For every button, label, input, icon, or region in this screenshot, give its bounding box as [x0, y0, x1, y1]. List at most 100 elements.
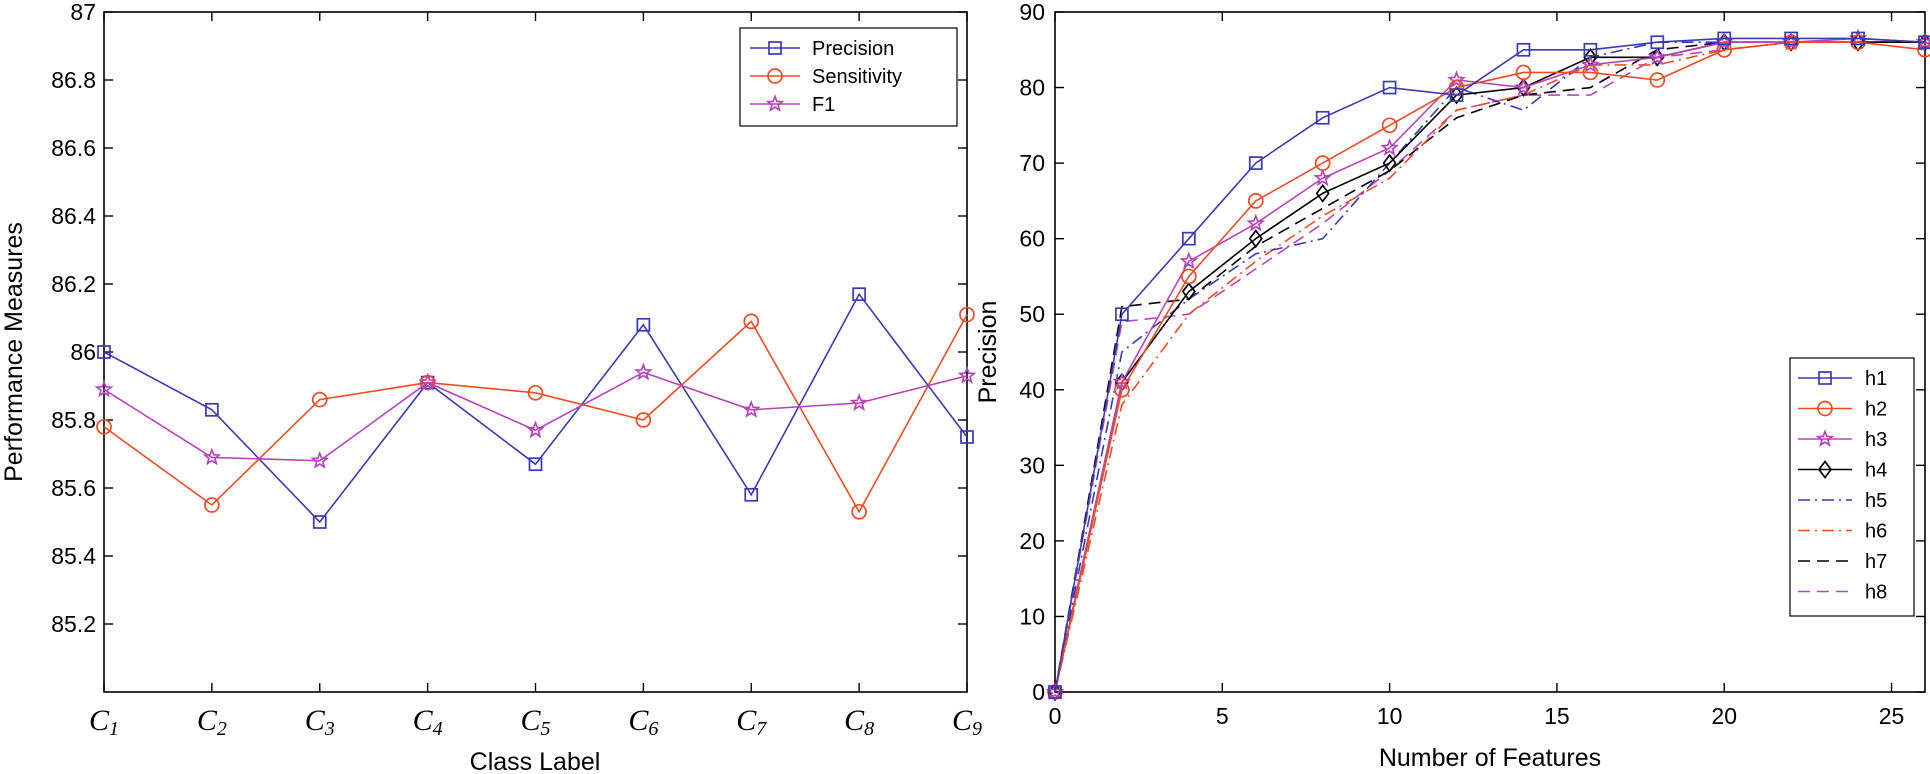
data-point — [1515, 64, 1532, 81]
legend-marker — [768, 41, 782, 55]
x-tick-label: 10 — [1377, 703, 1403, 729]
data-point — [1315, 110, 1330, 125]
data-point — [1449, 88, 1464, 102]
data-point — [1382, 80, 1397, 95]
x-tick-label: 25 — [1879, 703, 1905, 729]
legend-label: h7 — [1865, 551, 1887, 573]
data-point — [1313, 168, 1333, 187]
data-point — [1381, 117, 1398, 134]
legend: h1 h2 h3 h4 h5 h6 h7 h8 — [1789, 357, 1915, 617]
x-tick-label: C8 — [844, 704, 874, 740]
x-tick-label: 20 — [1711, 703, 1737, 729]
data-point — [741, 399, 761, 418]
data-point — [1918, 35, 1930, 50]
legend-label: h2 — [1865, 399, 1887, 421]
x-tick-label: C9 — [952, 704, 982, 740]
data-point — [1447, 70, 1466, 88]
data-point — [1180, 268, 1197, 285]
series-h7 — [1054, 41, 1925, 693]
series-line — [1054, 37, 1926, 693]
legend-marker — [767, 68, 783, 84]
legend-label: h5 — [1865, 490, 1887, 512]
data-point — [1181, 231, 1196, 246]
data-point — [1514, 77, 1533, 96]
x-tick-label: C5 — [520, 704, 550, 740]
legend-frame — [1789, 357, 1915, 617]
data-point — [205, 402, 219, 417]
data-point — [310, 450, 330, 469]
data-point — [1382, 153, 1397, 173]
data-point — [1048, 685, 1062, 699]
x-tick-label: C1 — [89, 704, 119, 740]
data-point — [1851, 31, 1865, 46]
y-tick-label: 70 — [1019, 150, 1045, 176]
y-tick-label: 80 — [1019, 75, 1045, 101]
y-tick-label: 0 — [1032, 679, 1045, 705]
class-performance-chart: 85.2 85.4 85.6 85.8 86 86.2 86.4 86.6 86.8 87 C1 C2… — [0, 0, 982, 774]
x-tick-label: C7 — [736, 704, 767, 740]
data-point — [852, 287, 866, 302]
data-point — [1047, 684, 1063, 700]
legend-marker — [1817, 400, 1833, 417]
legend-marker — [765, 94, 785, 112]
data-point — [418, 372, 438, 391]
legend-marker — [1817, 460, 1833, 479]
series-line — [1054, 41, 1925, 693]
data-point — [96, 418, 112, 435]
data-point — [97, 345, 111, 359]
data-point — [1380, 138, 1400, 156]
y-tick-label: 86.4 — [51, 203, 96, 229]
y-tick-label: 85.8 — [51, 407, 96, 433]
data-point — [1783, 34, 1800, 51]
y-tick-label: 10 — [1019, 603, 1045, 629]
data-point — [94, 379, 114, 398]
series-line — [103, 292, 968, 524]
x-tick-label: 5 — [1216, 703, 1229, 729]
x-tick-label: C2 — [197, 704, 227, 740]
precision-vs-features-chart: 0 10 20 30 40 50 60 70 80 90 0 5 10 15 20 25 Number of … — [974, 0, 1930, 772]
x-tick-label: 0 — [1049, 703, 1062, 729]
data-point — [1580, 55, 1600, 73]
legend-label: h6 — [1865, 521, 1887, 543]
plot-area-frame — [1054, 11, 1926, 693]
y-tick-label: 85.4 — [51, 543, 96, 569]
series-h2 — [1047, 34, 1930, 700]
legend-label: h8 — [1865, 582, 1887, 604]
series-line — [103, 371, 968, 462]
data-point — [204, 497, 220, 513]
data-point — [635, 412, 652, 428]
y-tick-label: 86.8 — [51, 67, 96, 93]
series-h1 — [1048, 31, 1930, 699]
series-line — [103, 314, 968, 514]
series-line — [1054, 41, 1926, 693]
y-tick-label: 40 — [1019, 377, 1045, 403]
x-axis-label: Class Label — [470, 748, 601, 774]
y-tick-label: 86.2 — [51, 271, 96, 297]
data-point — [743, 313, 760, 330]
data-point — [1850, 34, 1866, 51]
data-point — [528, 457, 543, 472]
data-point — [1179, 251, 1199, 270]
data-point — [311, 391, 328, 408]
data-point — [1248, 229, 1263, 249]
y-tick-label: 20 — [1019, 528, 1045, 554]
data-point — [312, 515, 327, 529]
data-point — [851, 503, 867, 520]
data-point — [636, 317, 651, 332]
data-point — [957, 365, 977, 384]
data-point — [1784, 31, 1799, 46]
data-point — [1248, 156, 1263, 170]
data-point — [1181, 282, 1196, 301]
y-tick-label: 87 — [70, 0, 96, 25]
legend: Precision Sensitivity F1 — [739, 27, 958, 127]
y-tick-label: 50 — [1019, 301, 1045, 327]
data-point — [526, 420, 545, 439]
legend-frame — [739, 27, 958, 127]
legend-marker — [1815, 429, 1835, 447]
data-point — [527, 384, 544, 401]
data-point — [1582, 64, 1599, 81]
data-point — [960, 430, 974, 444]
y-tick-label: 30 — [1019, 452, 1045, 478]
data-point — [959, 306, 975, 323]
series-h8 — [1054, 41, 1925, 693]
